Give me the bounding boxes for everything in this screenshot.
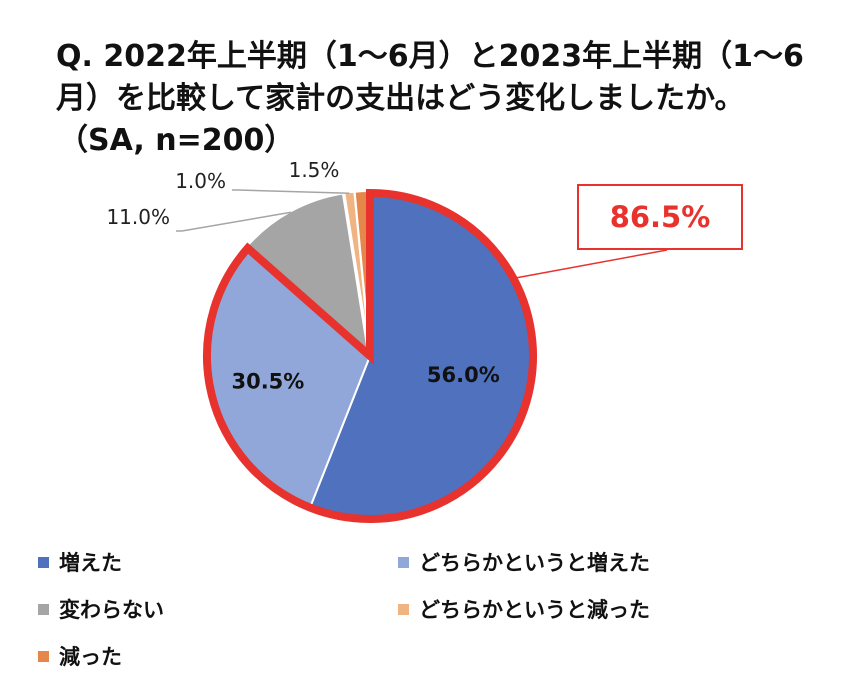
- pie-slice: [246, 192, 370, 354]
- data-label: 11.0%: [106, 205, 170, 229]
- title-line-3: （SA, n=200）: [58, 123, 295, 158]
- title-line-2: 月）を比較して家計の支出はどう変化しましたか。: [56, 81, 745, 116]
- legend-item: 減った: [38, 642, 398, 670]
- data-label: 1.0%: [175, 169, 226, 193]
- callout-connector: [517, 249, 668, 279]
- legend-swatch: [398, 603, 409, 615]
- legend-label: 減った: [59, 645, 122, 669]
- legend-label: どちらかというと減った: [419, 598, 650, 622]
- legend-item: 増えた: [38, 548, 398, 576]
- data-label: 56.0%: [427, 363, 500, 387]
- legend-item: 変わらない: [38, 595, 398, 623]
- legend-swatch: [398, 556, 409, 568]
- legend-swatch: [38, 603, 49, 615]
- leader-line: [232, 189, 350, 195]
- legend-label: 増えた: [59, 551, 122, 575]
- title-line-1: Q. 2022年上半期（1〜6月）と2023年上半期（1〜6: [56, 39, 804, 74]
- chart-title: Q. 2022年上半期（1〜6月）と2023年上半期（1〜6 月）を比較して家計…: [56, 36, 846, 162]
- data-label: 1.5%: [289, 158, 340, 182]
- highlight-outline: [203, 188, 537, 523]
- legend-item: どちらかというと増えた: [398, 548, 818, 576]
- highlight-total-label: 86.5%: [609, 200, 711, 234]
- highlight-total-callout: 86.5%: [577, 184, 743, 250]
- leader-line: [176, 211, 292, 232]
- legend-label: 変わらない: [59, 598, 164, 622]
- legend-swatch: [38, 650, 49, 662]
- data-label: 30.5%: [231, 370, 304, 394]
- legend-swatch: [38, 556, 49, 568]
- legend-label: どちらかというと増えた: [419, 551, 650, 575]
- legend-item: どちらかというと減った: [398, 595, 818, 623]
- chart-legend: 増えた どちらかというと増えた 変わらない どちらかというと減った 減った: [38, 548, 828, 670]
